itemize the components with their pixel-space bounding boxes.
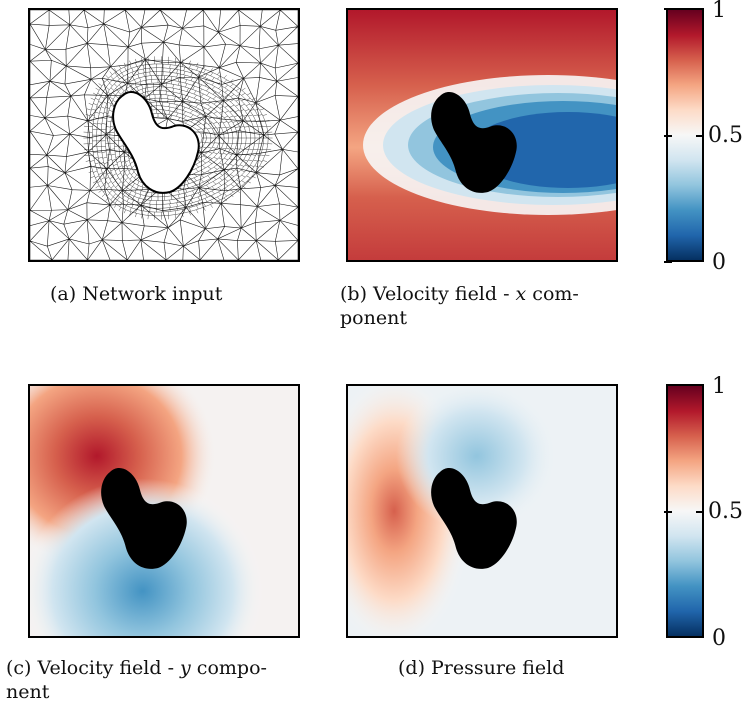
velocity-x-plot <box>348 10 616 260</box>
obstacle-c <box>101 468 187 569</box>
colorbar-bottom-label-0: 0 <box>712 626 726 651</box>
colorbar-top-label-0: 0 <box>712 250 726 275</box>
panel-a-mesh <box>28 8 300 262</box>
mesh-lines <box>30 10 298 260</box>
caption-c-line2: nent <box>6 681 50 703</box>
velocity-y-plot <box>30 386 298 636</box>
caption-a: (a) Network input <box>50 282 222 306</box>
panel-c-velocity-y <box>28 384 300 638</box>
mesh-plot <box>30 10 298 260</box>
colorbar-bottom-tick-05-right <box>696 511 704 513</box>
obstacle-b <box>431 92 517 193</box>
colorbar-top-label-1: 1 <box>712 0 726 23</box>
caption-d: (d) Pressure field <box>398 656 564 680</box>
caption-b: (b) Velocity field - x com- ponent <box>340 282 640 330</box>
caption-d-line1: (d) Pressure field <box>398 657 565 679</box>
colorbar-top-tick-05 <box>664 135 672 137</box>
panel-b-velocity-x <box>346 8 618 262</box>
panel-d-pressure <box>346 384 618 638</box>
caption-c: (c) Velocity field - y compo- nent <box>6 656 336 704</box>
colorbar-bottom-label-05: 0.5 <box>708 499 743 524</box>
pressure-plot <box>348 386 616 636</box>
colorbar-top-tick-05-right <box>696 135 704 137</box>
caption-a-line1: (a) Network input <box>50 283 223 305</box>
colorbar-bottom-tick-05 <box>664 511 672 513</box>
colorbar-top-tick-0 <box>664 261 672 263</box>
colorbar-top-tick-1 <box>664 8 672 10</box>
colorbar-top-label-05: 0.5 <box>708 123 743 148</box>
obstacle-d <box>431 468 517 569</box>
caption-b-line2: ponent <box>340 307 407 329</box>
colorbar-bottom-label-1: 1 <box>712 374 726 399</box>
obstacle-a <box>112 91 200 194</box>
